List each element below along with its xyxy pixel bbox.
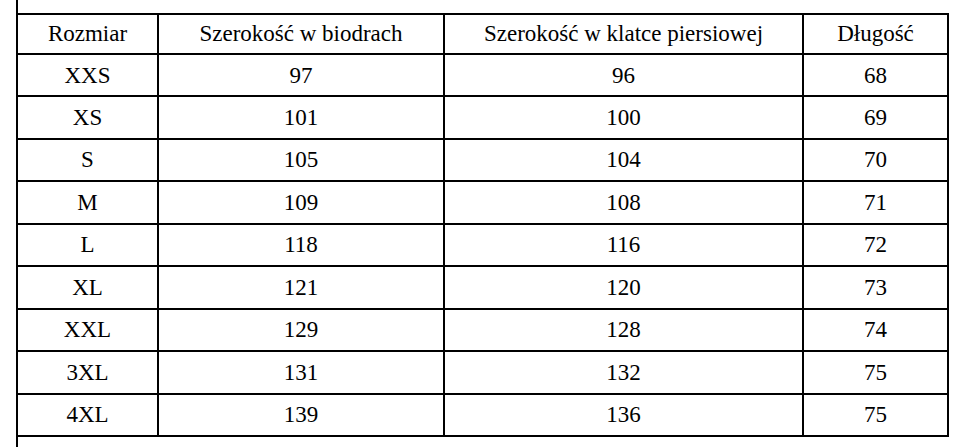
cell-size: XXS — [17, 54, 158, 96]
cell-length: 73 — [803, 266, 948, 308]
cell-chest: 100 — [444, 96, 803, 138]
cell-size: XL — [17, 266, 158, 308]
cell-hips: 109 — [158, 181, 444, 223]
cell-hips: 97 — [158, 54, 444, 96]
cell-size: S — [17, 139, 158, 181]
cell-hips: 129 — [158, 309, 444, 351]
cell-hips: 118 — [158, 224, 444, 266]
cell-chest: 120 — [444, 266, 803, 308]
size-chart-table: Rozmiar Szerokość w biodrach Szerokość w… — [16, 13, 949, 437]
cell-hips: 139 — [158, 394, 444, 437]
cell-length: 74 — [803, 309, 948, 351]
cell-size: XS — [17, 96, 158, 138]
cell-hips: 121 — [158, 266, 444, 308]
cell-length: 69 — [803, 96, 948, 138]
cell-chest: 116 — [444, 224, 803, 266]
table-row-s: S 105 104 70 — [17, 139, 948, 181]
size-chart-screenshot: Rozmiar Szerokość w biodrach Szerokość w… — [0, 0, 959, 447]
cell-chest: 128 — [444, 309, 803, 351]
cell-length: 70 — [803, 139, 948, 181]
cell-chest: 136 — [444, 394, 803, 437]
cell-chest: 132 — [444, 351, 803, 393]
column-header-chest: Szerokość w klatce piersiowej — [444, 14, 803, 54]
cell-chest: 96 — [444, 54, 803, 96]
cell-hips: 101 — [158, 96, 444, 138]
table-row-xxl: XXL 129 128 74 — [17, 309, 948, 351]
column-header-length: Długość — [803, 14, 948, 54]
table-row-3xl: 3XL 131 132 75 — [17, 351, 948, 393]
table-row-xs: XS 101 100 69 — [17, 96, 948, 138]
cell-size: XXL — [17, 309, 158, 351]
table-row-l: L 118 116 72 — [17, 224, 948, 266]
table-row-xxs: XXS 97 96 68 — [17, 54, 948, 96]
table-row-m: M 109 108 71 — [17, 181, 948, 223]
column-header-hips: Szerokość w biodrach — [158, 14, 444, 54]
cell-size: 4XL — [17, 394, 158, 437]
cell-size: M — [17, 181, 158, 223]
cell-size: 3XL — [17, 351, 158, 393]
cell-chest: 104 — [444, 139, 803, 181]
cell-length: 68 — [803, 54, 948, 96]
cell-hips: 105 — [158, 139, 444, 181]
cell-length: 71 — [803, 181, 948, 223]
column-header-size: Rozmiar — [17, 14, 158, 54]
cell-length: 72 — [803, 224, 948, 266]
cell-size: L — [17, 224, 158, 266]
cell-chest: 108 — [444, 181, 803, 223]
cell-length: 75 — [803, 351, 948, 393]
table-row-xl: XL 121 120 73 — [17, 266, 948, 308]
cell-hips: 131 — [158, 351, 444, 393]
cell-length: 75 — [803, 394, 948, 437]
table-header-row: Rozmiar Szerokość w biodrach Szerokość w… — [17, 14, 948, 54]
table-row-4xl: 4XL 139 136 75 — [17, 394, 948, 437]
